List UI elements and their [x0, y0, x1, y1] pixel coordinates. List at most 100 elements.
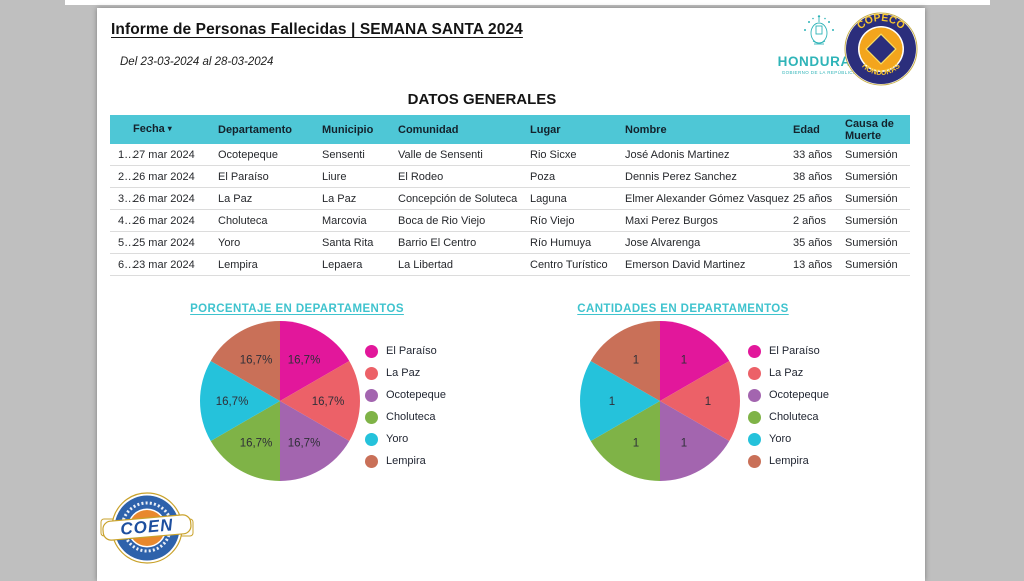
pie-chart-1-title: PORCENTAJE EN DEPARTAMENTOS	[190, 303, 404, 315]
pie-slice	[280, 401, 350, 481]
row-number: 3…	[118, 192, 136, 205]
honduras-logo-tagline: GOBIERNO DE LA REPÚBLICA	[781, 70, 857, 75]
legend-color-dot	[748, 388, 761, 402]
legend-color-dot	[365, 454, 378, 468]
table-cell-comunidad: Valle de Sensenti	[398, 148, 483, 161]
cell-text: 23 mar 2024	[133, 258, 195, 271]
legend-item: El Paraíso	[365, 344, 446, 358]
pie-slice-label: 16,7%	[240, 438, 273, 450]
legend-color-dot	[365, 344, 378, 358]
column-header-edad: Edad	[793, 123, 820, 136]
table-cell-lugar: Centro Turístico	[530, 258, 608, 271]
pie-slice	[590, 401, 660, 481]
table-row: 5…25 mar 2024 Yoro Santa Rita Barrio El Cen…	[110, 232, 910, 254]
honduras-logo-text: HONDURAS	[777, 54, 861, 69]
legend-label: Ocotepeque	[386, 389, 446, 401]
pie-chart-1-legend: El Paraíso La Paz Ocotepeque Choluteca Yoro L…	[365, 344, 446, 476]
legend-label: La Paz	[386, 367, 421, 379]
table-cell-nombre: Dennis Perez Sanchez	[625, 170, 737, 183]
legend-color-dot	[748, 410, 761, 424]
table-header-row: Fecha ▾ Departamento Municipio Comunidad …	[110, 115, 910, 144]
copeco-seal-icon: COPECO HONDURAS	[844, 12, 918, 86]
table-cell-causa: Sumersión	[845, 148, 898, 161]
table-cell-departamento: Ocotepeque	[218, 148, 278, 161]
table-cell-comunidad: El Rodeo	[398, 170, 444, 183]
column-header-municipio: Municipio	[322, 123, 374, 136]
column-header-fecha[interactable]: Fecha ▾	[110, 123, 218, 136]
pie-slice-label: 1	[681, 438, 687, 450]
table-cell-municipio: Santa Rita	[322, 236, 374, 249]
table-cell-causa: Sumersión	[845, 258, 898, 271]
honduras-coat-of-arms-icon	[804, 15, 834, 45]
legend-item: Ocotepeque	[365, 388, 446, 402]
report-page: Informe de Personas Fallecidas | SEMANA …	[97, 8, 925, 581]
table-cell-departamento: La Paz	[218, 192, 253, 205]
table-cell-municipio: Marcovia	[322, 214, 367, 227]
row-number: 4…	[118, 214, 136, 227]
table-row: 4…26 mar 2024 Choluteca Marcovia Boca de Ri…	[110, 210, 910, 232]
table-cell-edad: 2 años	[793, 214, 827, 227]
honduras-government-logo: HONDURAS GOBIERNO DE LA REPÚBLICA	[773, 14, 865, 75]
table-cell-departamento: Yoro	[218, 236, 241, 249]
table-cell-municipio: La Paz	[322, 192, 357, 205]
table-row: 2…26 mar 2024 El Paraíso Liure El Rodeo Poza…	[110, 166, 910, 188]
pie-slice-label: 1	[633, 354, 639, 366]
cell-text: 26 mar 2024	[133, 214, 195, 227]
pie-slice	[280, 321, 350, 401]
pie-slice	[660, 361, 740, 441]
table-cell-lugar: Río Humuya	[530, 236, 592, 249]
legend-item: Yoro	[748, 432, 829, 446]
svg-text:COPECO: COPECO	[855, 12, 907, 32]
table-cell-nombre: Maxi Perez Burgos	[625, 214, 718, 227]
column-header-lugar: Lugar	[530, 123, 561, 136]
cell-text: 26 mar 2024	[133, 170, 195, 183]
legend-item: Choluteca	[748, 410, 829, 424]
table-cell-causa: Sumersión	[845, 214, 898, 227]
table-row: 1…27 mar 2024 Ocotepeque Sensenti Valle de …	[110, 144, 910, 166]
legend-label: Lempira	[386, 455, 426, 467]
sort-arrow-icon: ▾	[167, 124, 172, 133]
table-cell-edad: 13 años	[793, 258, 833, 271]
pie-chart-2-legend: El Paraíso La Paz Ocotepeque Choluteca Yoro L…	[748, 344, 829, 476]
legend-color-dot	[365, 410, 378, 424]
pie-slice	[200, 361, 280, 441]
svg-text:HONDURAS: HONDURAS	[860, 61, 902, 77]
row-number: 6…	[118, 258, 136, 271]
legend-label: Ocotepeque	[769, 389, 829, 401]
table-cell-edad: 25 años	[793, 192, 833, 205]
legend-label: La Paz	[769, 367, 804, 379]
column-header-departamento: Departamento	[218, 123, 292, 136]
column-header-causa: Causa de Muerte	[845, 117, 894, 142]
table-cell-nombre: José Adonis Martinez	[625, 148, 730, 161]
table-cell-municipio: Lepaera	[322, 258, 363, 271]
table-cell-edad: 35 años	[793, 236, 833, 249]
table-cell-municipio: Sensenti	[322, 148, 365, 161]
pie-slice-label: 1	[633, 438, 639, 450]
legend-label: Choluteca	[769, 411, 819, 423]
column-header-nombre: Nombre	[625, 123, 667, 136]
cell-text: 25 mar 2024	[133, 236, 195, 249]
pie-chart-2-title: CANTIDADES EN DEPARTAMENTOS	[577, 303, 789, 315]
table-cell-departamento: Lempira	[218, 258, 258, 271]
table-cell-fecha: 5…25 mar 2024	[110, 237, 218, 249]
copeco-top-text: COPECO	[855, 12, 907, 32]
legend-item: Ocotepeque	[748, 388, 829, 402]
table-cell-nombre: Elmer Alexander Gómez Vasquez	[625, 192, 790, 205]
table-cell-fecha: 6…23 mar 2024	[110, 259, 218, 271]
coen-seal-icon: COEN	[100, 492, 194, 564]
legend-color-dot	[365, 432, 378, 446]
pie-slice	[590, 321, 660, 401]
cell-text: 26 mar 2024	[133, 192, 195, 205]
legend-color-dot	[748, 432, 761, 446]
pie-slice	[210, 321, 280, 401]
table-cell-fecha: 1…27 mar 2024	[110, 149, 218, 161]
pie-slice-label: 16,7%	[312, 396, 345, 408]
table-cell-edad: 38 años	[793, 170, 833, 183]
table-cell-fecha: 4…26 mar 2024	[110, 215, 218, 227]
pie-slice	[660, 321, 730, 401]
table-cell-causa: Sumersión	[845, 236, 898, 249]
pie-slice-label: 1	[681, 354, 687, 366]
legend-color-dot	[748, 366, 761, 380]
legend-item: La Paz	[365, 366, 446, 380]
pie-slice-label: 16,7%	[288, 438, 321, 450]
